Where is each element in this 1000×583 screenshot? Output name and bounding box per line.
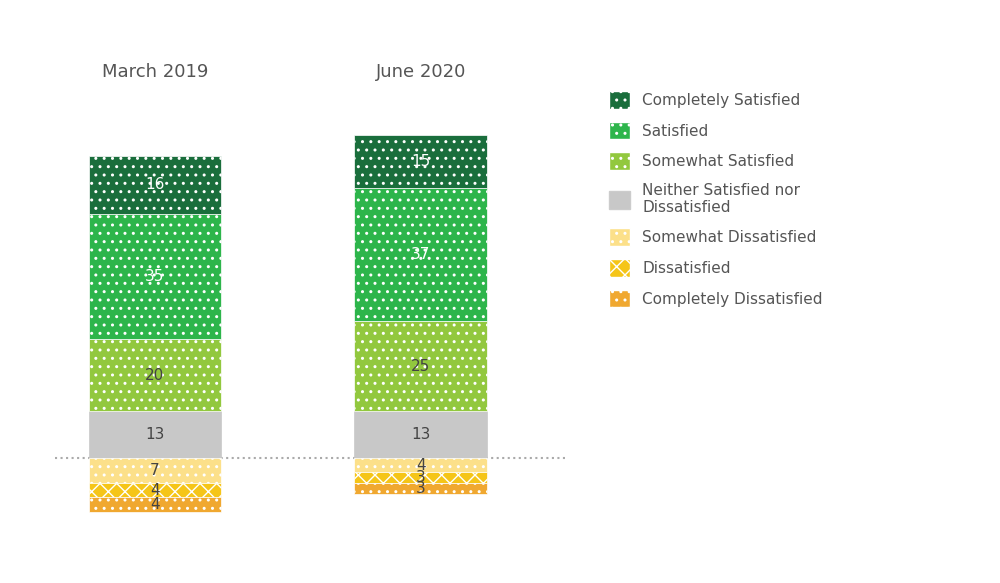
- Text: 4: 4: [416, 458, 426, 472]
- Text: 25: 25: [411, 359, 430, 374]
- Text: 37: 37: [411, 247, 430, 262]
- Text: 7: 7: [150, 463, 160, 478]
- Text: 20: 20: [145, 368, 165, 382]
- Text: 4: 4: [150, 483, 160, 498]
- Bar: [354, 321, 487, 411]
- Bar: [354, 472, 487, 483]
- Text: 3: 3: [416, 470, 426, 485]
- Text: 13: 13: [411, 427, 430, 442]
- Text: June 2020: June 2020: [376, 63, 466, 80]
- Bar: [89, 213, 221, 339]
- Legend: Completely Satisfied, Satisfied, Somewhat Satisfied, Neither Satisfied nor
Dissa: Completely Satisfied, Satisfied, Somewha…: [609, 91, 823, 307]
- Text: 13: 13: [145, 427, 165, 442]
- Bar: [89, 156, 221, 213]
- Bar: [354, 411, 487, 458]
- Bar: [89, 411, 221, 458]
- Bar: [354, 135, 487, 188]
- Bar: [354, 483, 487, 494]
- Text: 3: 3: [416, 481, 426, 496]
- Bar: [89, 339, 221, 411]
- Text: March 2019: March 2019: [102, 63, 208, 80]
- Text: 15: 15: [411, 154, 430, 169]
- Text: 4: 4: [150, 497, 160, 512]
- Bar: [89, 497, 221, 512]
- Bar: [354, 188, 487, 321]
- Bar: [354, 458, 487, 472]
- Text: 16: 16: [145, 177, 165, 192]
- Bar: [89, 483, 221, 497]
- Text: 35: 35: [145, 269, 165, 284]
- Bar: [89, 458, 221, 483]
